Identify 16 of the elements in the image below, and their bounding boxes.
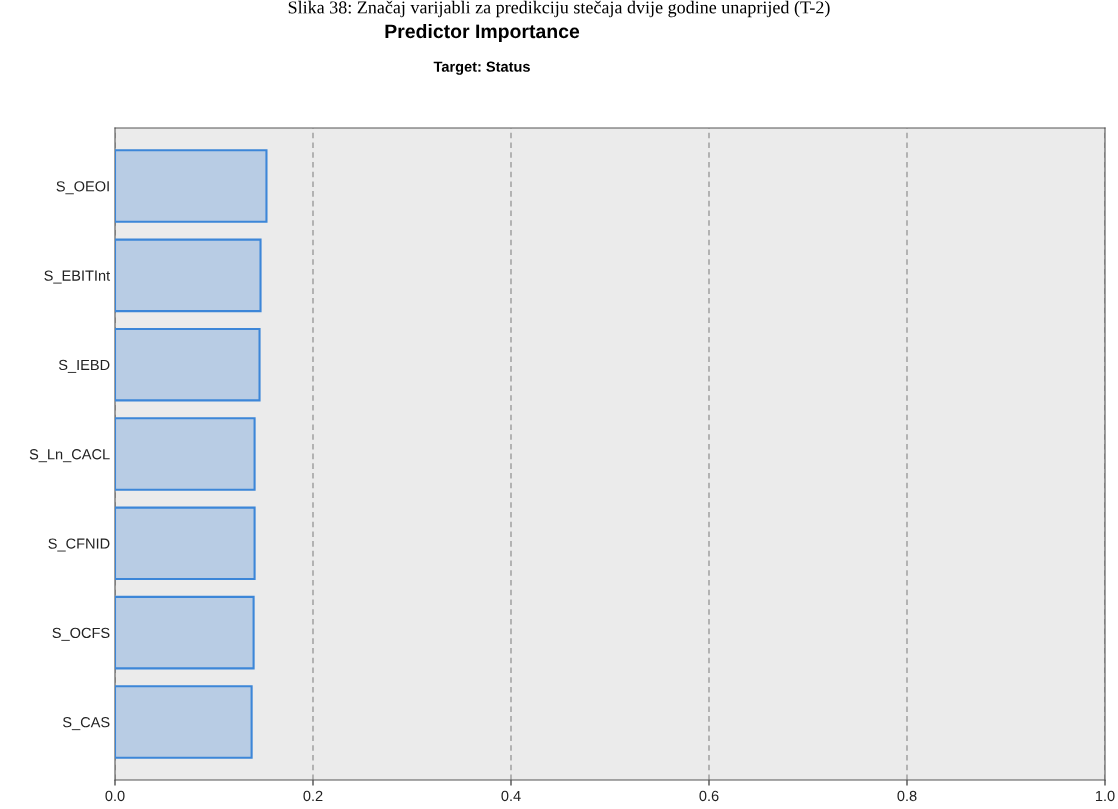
chart-subtitle: Target: Status: [433, 61, 530, 75]
x-tick-label: 0.6: [699, 790, 719, 802]
x-tick-label: 0.4: [501, 790, 521, 802]
chart-title: Predictor Importance: [385, 23, 580, 43]
x-tick-label: 0.2: [303, 790, 323, 802]
x-tick-label: 0.0: [105, 790, 125, 802]
y-tick-label: S_CAS: [62, 717, 110, 731]
y-tick-label: S_OCFS: [52, 627, 110, 641]
y-tick-label: S_OEOI: [56, 181, 109, 195]
y-tick-label: S_IEBD: [58, 359, 110, 373]
x-tick-label: 0.8: [897, 790, 917, 802]
x-tick-label: 1.0: [1095, 790, 1115, 802]
y-tick-label: S_CFNID: [48, 538, 110, 552]
y-tick-label: S_EBITInt: [44, 270, 111, 284]
text: Slika 38: Značaj varijabli za predikciju stečaja dvije godine unaprijed (T-2): [288, 0, 830, 18]
y-tick-label: S_Ln_CACL: [29, 449, 110, 463]
